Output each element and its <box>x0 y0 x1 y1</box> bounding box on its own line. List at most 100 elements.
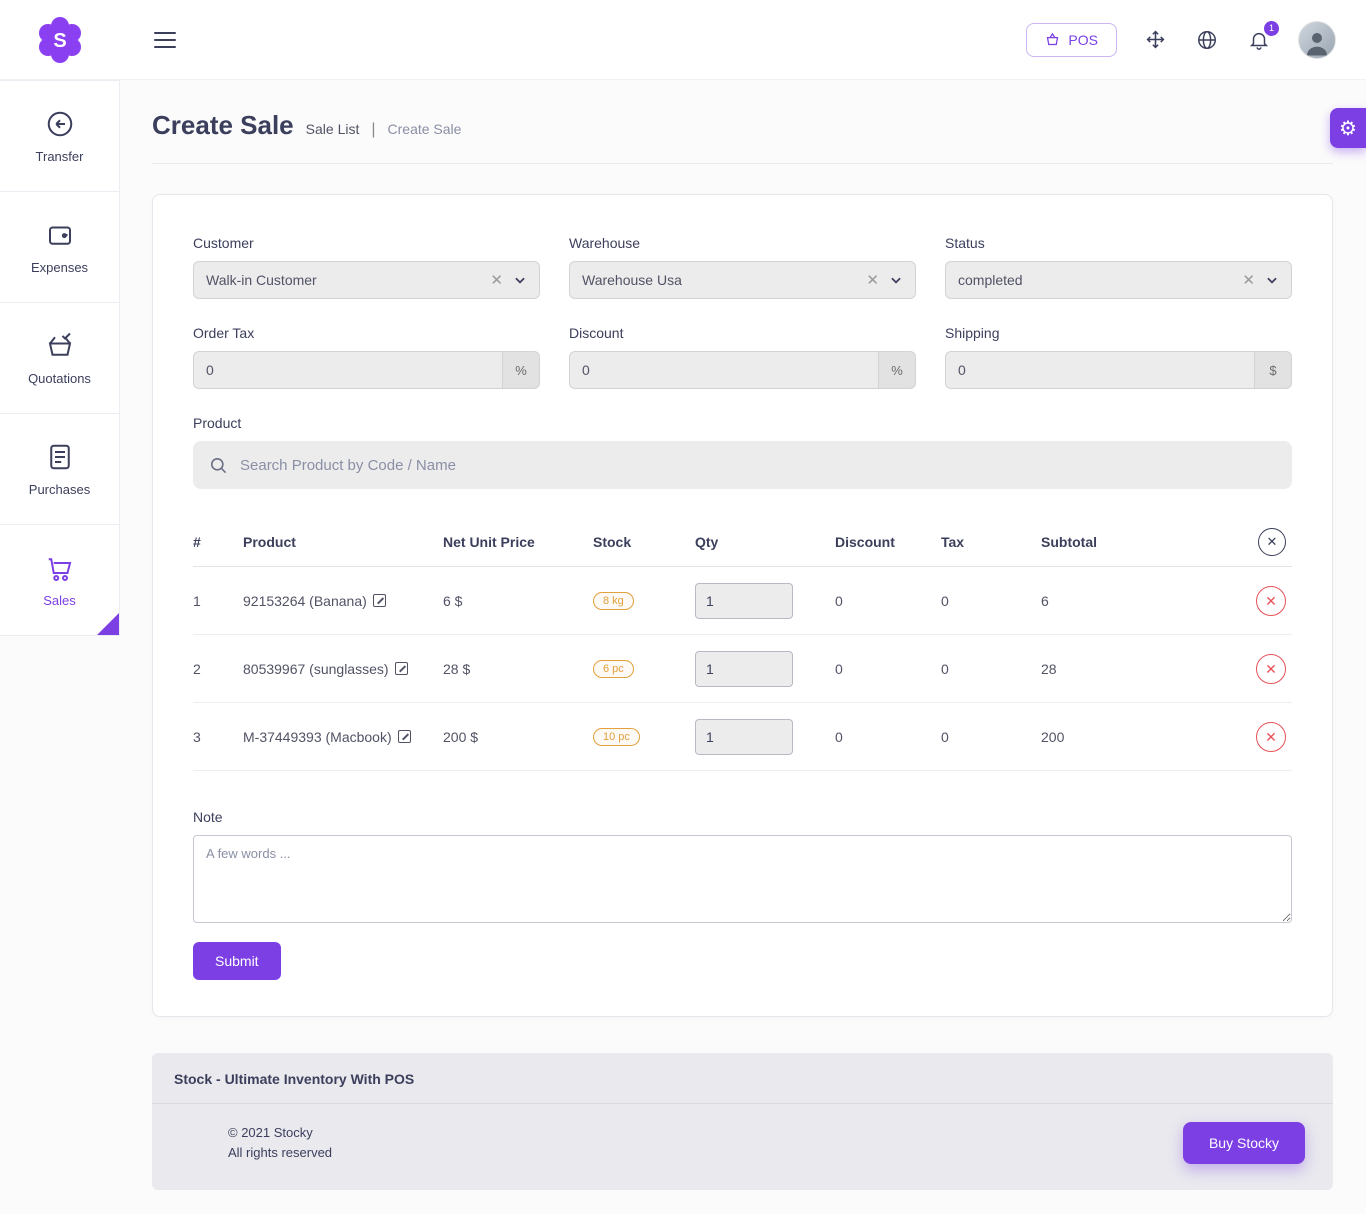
row-discount: 0 <box>835 660 843 677</box>
chevron-down-icon[interactable] <box>513 273 527 287</box>
row-index: 1 <box>193 592 201 609</box>
close-icon: ✕ <box>1265 728 1277 745</box>
product-name: M-37449393 (Macbook) <box>243 728 392 745</box>
close-icon: ✕ <box>1265 660 1277 677</box>
basket-icon <box>1047 32 1059 46</box>
title-divider <box>152 163 1333 164</box>
sidebar-item-sales[interactable]: Sales <box>0 525 119 636</box>
row-subtotal: 28 <box>1041 660 1057 677</box>
sidebar-item-label: Sales <box>43 592 76 608</box>
globe-icon[interactable] <box>1194 27 1220 53</box>
flower-logo-icon: S <box>39 16 81 63</box>
product-detail-icon[interactable] <box>394 662 408 675</box>
footer-title: Stock - Ultimate Inventory With POS <box>152 1053 1333 1104</box>
table-row: 1 92153264 (Banana) 6 $ 8 kg 0 0 6 ✕ <box>193 567 1292 635</box>
sidebar-item-quotations[interactable]: Quotations <box>0 303 119 414</box>
row-tax: 0 <box>941 592 949 609</box>
breadcrumb-separator: | <box>371 121 376 138</box>
gear-icon: ⚙ <box>1339 117 1357 140</box>
qty-input[interactable] <box>695 582 793 619</box>
delete-row-button[interactable]: ✕ <box>1256 653 1286 684</box>
sale-items-table: # Product Net Unit Price Stock Qty Disco… <box>193 517 1292 771</box>
net-unit-price: 6 $ <box>443 592 463 609</box>
clear-icon[interactable]: ✕ <box>490 272 503 289</box>
stock-badge: 8 kg <box>593 592 634 610</box>
col-header-subtotal: Subtotal <box>1041 533 1097 550</box>
product-detail-icon[interactable] <box>397 730 411 743</box>
delete-row-button[interactable]: ✕ <box>1256 585 1286 616</box>
clear-icon[interactable]: ✕ <box>1242 272 1255 289</box>
buy-stocky-button[interactable]: Buy Stocky <box>1182 1122 1305 1164</box>
row-index: 3 <box>193 728 201 745</box>
svg-text:S: S <box>53 30 66 52</box>
avatar[interactable] <box>1298 20 1336 59</box>
chevron-down-icon[interactable] <box>1265 273 1279 287</box>
table-row: 3 M-37449393 (Macbook) 200 $ 10 pc 0 0 2… <box>193 703 1292 771</box>
bell-icon[interactable]: 1 <box>1246 20 1279 53</box>
clear-all-rows-button[interactable]: ✕ <box>1258 527 1286 556</box>
customer-select[interactable]: Walk-in Customer ✕ <box>193 261 540 299</box>
active-corner-marker <box>97 613 119 635</box>
customer-value: Walk-in Customer <box>206 272 317 288</box>
stock-badge: 10 pc <box>593 728 640 746</box>
footer-copyright: © 2021 Stocky <box>228 1124 313 1140</box>
shipping-input[interactable] <box>945 351 1254 389</box>
col-header-qty: Qty <box>695 533 719 550</box>
footer: Stock - Ultimate Inventory With POS © 20… <box>152 1053 1333 1190</box>
create-sale-card: Customer Walk-in Customer ✕ Warehouse Wa… <box>152 194 1333 1017</box>
note-label: Note <box>193 809 223 825</box>
basket-check-icon <box>48 332 71 356</box>
discount-label: Discount <box>569 325 624 341</box>
breadcrumb-sale-list[interactable]: Sale List <box>305 121 360 137</box>
sidebar-item-label: Expenses <box>30 259 89 275</box>
sidebar-item-expenses[interactable]: Expenses <box>0 192 119 303</box>
order-tax-input[interactable] <box>193 351 502 389</box>
table-row: 2 80539967 (sunglasses) 28 $ 6 pc 0 0 28… <box>193 635 1292 703</box>
row-subtotal: 200 <box>1041 728 1065 745</box>
status-select[interactable]: completed ✕ <box>945 261 1292 299</box>
net-unit-price: 200 $ <box>443 728 479 745</box>
product-label: Product <box>193 415 242 431</box>
chevron-down-icon[interactable] <box>889 273 903 287</box>
order-tax-label: Order Tax <box>193 325 255 341</box>
main-content: Create Sale Sale List | Create Sale Cust… <box>120 80 1366 1214</box>
qty-input[interactable] <box>695 650 793 687</box>
settings-gear-button[interactable]: ⚙ <box>1330 108 1366 148</box>
col-header-stock: Stock <box>593 533 632 550</box>
breadcrumb-current: Create Sale <box>387 121 462 137</box>
dollar-suffix: $ <box>1254 351 1292 389</box>
sidebar-item-purchases[interactable]: Purchases <box>0 414 119 525</box>
stock-badge: 6 pc <box>593 660 634 678</box>
qty-input[interactable] <box>695 718 793 755</box>
sidebar-item-transfer[interactable]: Transfer <box>0 81 119 192</box>
sidebar-item-label: Transfer <box>35 148 84 164</box>
discount-input[interactable] <box>569 351 878 389</box>
col-header-product: Product <box>243 533 296 550</box>
submit-button[interactable]: Submit <box>193 942 281 980</box>
cart-icon <box>48 557 71 581</box>
brand-logo[interactable]: S <box>0 14 120 66</box>
pos-button[interactable]: POS <box>1026 22 1117 57</box>
top-navbar: S POS 1 <box>0 0 1366 80</box>
customer-label: Customer <box>193 235 254 251</box>
transfer-icon <box>47 111 72 136</box>
footer-rights: All rights reserved <box>228 1145 333 1160</box>
col-header-price: Net Unit Price <box>443 533 535 550</box>
product-detail-icon[interactable] <box>372 594 386 607</box>
product-search-bar <box>193 441 1292 489</box>
product-search-input[interactable] <box>240 456 1276 474</box>
row-discount: 0 <box>835 728 843 745</box>
note-textarea[interactable] <box>193 835 1292 923</box>
hamburger-menu-icon[interactable] <box>154 31 176 48</box>
fullscreen-icon[interactable] <box>1143 27 1168 52</box>
row-tax: 0 <box>941 728 949 745</box>
clear-icon[interactable]: ✕ <box>866 272 879 289</box>
wallet-icon <box>48 226 71 245</box>
warehouse-value: Warehouse Usa <box>582 272 682 288</box>
row-index: 2 <box>193 660 201 677</box>
warehouse-select[interactable]: Warehouse Usa ✕ <box>569 261 916 299</box>
sidebar-item-label: Purchases <box>28 481 91 497</box>
delete-row-button[interactable]: ✕ <box>1256 721 1286 752</box>
warehouse-label: Warehouse <box>569 235 641 251</box>
col-header-tax: Tax <box>941 533 965 550</box>
